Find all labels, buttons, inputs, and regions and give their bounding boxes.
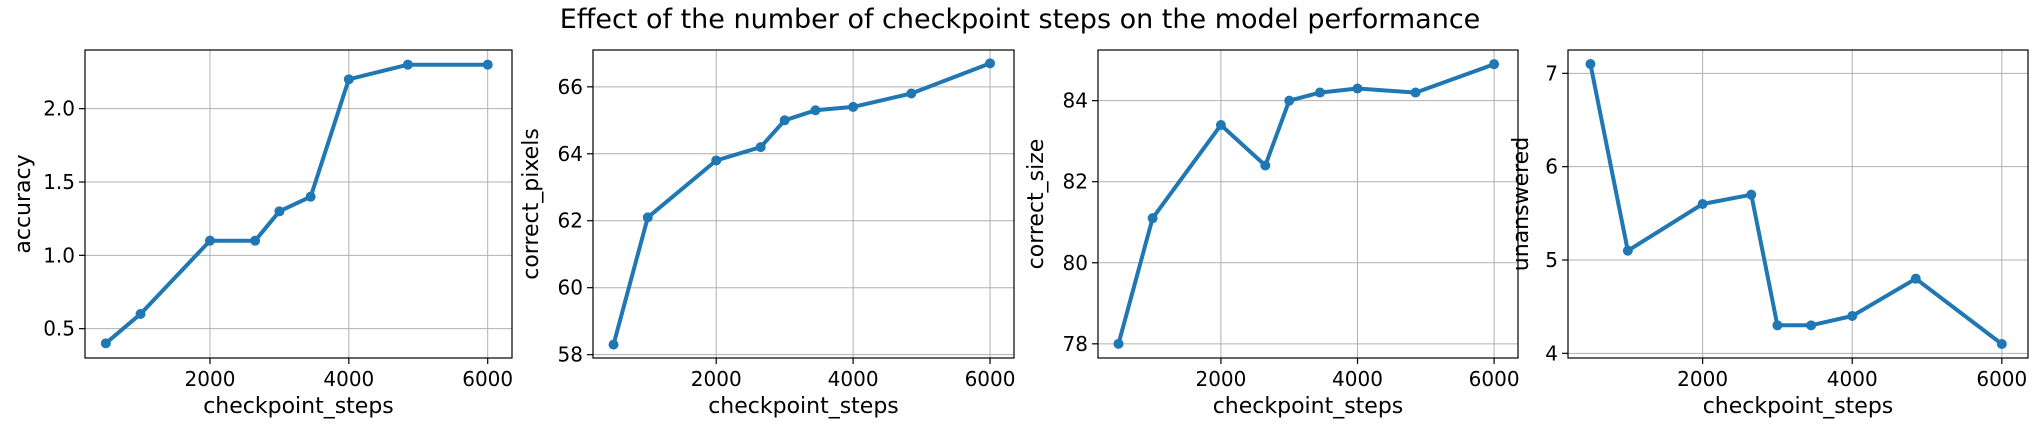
- x-axis-label: checkpoint_steps: [708, 394, 899, 419]
- x-tick-label: 6000: [965, 367, 1016, 391]
- y-tick-label: 58: [558, 343, 583, 367]
- x-axis-label: checkpoint_steps: [1213, 394, 1404, 419]
- data-point: [482, 59, 493, 70]
- subplot-3: 2000 4000 6000 78 80 82 84 checkpoint_steps corr…: [1024, 49, 1520, 419]
- x-tick-label: 4000: [1332, 367, 1383, 391]
- figure-title: Effect of the number of checkpoint steps…: [559, 4, 1481, 35]
- data-point: [1622, 245, 1633, 256]
- plot-frame: [1097, 49, 1519, 359]
- series-line: [1588, 62, 2004, 346]
- data-point: [906, 88, 917, 99]
- data-point: [204, 235, 215, 246]
- x-tick-label: 2000: [185, 367, 236, 391]
- x-tick-label: 6000: [1469, 367, 1520, 391]
- data-point: [1215, 119, 1226, 130]
- y-axis-label: correct_size: [1024, 139, 1049, 270]
- y-tick-label: 82: [1063, 170, 1088, 194]
- data-point: [343, 74, 354, 85]
- y-tick-label: 7: [1545, 61, 1558, 85]
- data-point: [1314, 87, 1325, 98]
- y-axis-label: correct_pixels: [519, 128, 544, 280]
- data-point: [1352, 83, 1363, 94]
- data-point: [1910, 273, 1921, 284]
- x-tick-label: 2000: [1677, 367, 1728, 391]
- y-tick-label: 60: [558, 276, 583, 300]
- y-tick-label: 6: [1545, 155, 1558, 179]
- data-point: [1585, 59, 1596, 69]
- data-point: [1284, 95, 1295, 106]
- data-point: [1489, 59, 1500, 70]
- data-point: [642, 212, 653, 223]
- data-point: [810, 105, 821, 116]
- subplot-1: 2000 4000 6000 0.5 1.0 1.5 2.0 checkpoint_steps…: [11, 49, 513, 419]
- data-point: [1806, 320, 1817, 331]
- plot-frame: [592, 49, 1015, 359]
- x-tick-label: 6000: [462, 367, 513, 391]
- series-line: [1116, 62, 1497, 346]
- y-axis-label: unanswered: [1509, 137, 1534, 271]
- series-line: [611, 61, 992, 347]
- y-tick-label: 84: [1063, 89, 1088, 113]
- x-tick-label: 4000: [323, 367, 374, 391]
- data-point: [274, 206, 285, 217]
- data-point: [755, 142, 766, 153]
- y-tick-label: 4: [1545, 341, 1558, 365]
- x-tick-label: 6000: [1976, 367, 2027, 391]
- data-point: [985, 58, 996, 69]
- subplot-2: 2000 4000 6000 58 60 62 64 66 checkpoint_steps co…: [519, 49, 1016, 419]
- y-tick-label: 64: [558, 142, 583, 166]
- data-point: [711, 155, 722, 166]
- x-axis-label: checkpoint_steps: [203, 394, 394, 419]
- data-point: [305, 191, 316, 202]
- data-point: [1746, 189, 1757, 200]
- y-axis-label: accuracy: [11, 154, 36, 253]
- data-point: [1697, 199, 1708, 209]
- y-tick-label: 0.5: [43, 317, 75, 341]
- y-tick-label: 1.5: [43, 170, 75, 194]
- series-line: [103, 62, 490, 346]
- plot-frame: [84, 49, 513, 359]
- y-tick-label: 1.0: [43, 243, 75, 267]
- y-tick-label: 62: [558, 209, 583, 233]
- data-point: [1147, 213, 1158, 224]
- subplot-4: 2000 4000 6000 4 5 6 7 checkpoint_steps unanswer…: [1509, 49, 2029, 419]
- x-tick-label: 4000: [828, 367, 879, 391]
- data-point: [779, 115, 790, 126]
- data-point: [1260, 160, 1271, 171]
- y-tick-label: 5: [1545, 248, 1558, 272]
- plot-frame: [1567, 49, 2029, 359]
- y-tick-label: 78: [1063, 332, 1088, 356]
- y-tick-label: 80: [1063, 251, 1088, 275]
- x-tick-label: 2000: [1195, 367, 1246, 391]
- x-tick-label: 2000: [691, 367, 742, 391]
- data-point: [1847, 311, 1858, 321]
- data-point: [1996, 339, 2007, 349]
- data-point: [100, 338, 111, 349]
- y-tick-label: 2.0: [43, 97, 75, 121]
- x-tick-label: 4000: [1827, 367, 1878, 391]
- data-point: [1113, 338, 1124, 349]
- data-point: [402, 59, 413, 70]
- data-point: [1772, 320, 1783, 331]
- data-point: [608, 339, 619, 350]
- data-point: [848, 101, 859, 112]
- data-point: [135, 309, 146, 319]
- data-point: [250, 235, 261, 246]
- x-axis-label: checkpoint_steps: [1703, 394, 1894, 419]
- y-tick-label: 66: [558, 75, 583, 99]
- data-point: [1410, 87, 1421, 98]
